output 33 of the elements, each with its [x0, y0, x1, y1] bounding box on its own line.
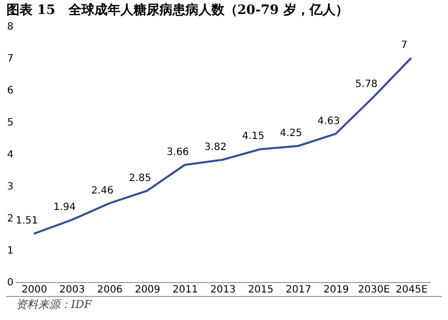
y-tick-label: 8 [7, 22, 14, 32]
x-tick-label: 2000 [22, 284, 48, 296]
y-tick-label: 3 [7, 182, 14, 192]
data-label: 4.63 [318, 116, 340, 127]
data-label: 1.51 [16, 216, 38, 227]
data-label: 5.78 [355, 79, 378, 90]
y-tick-label: 6 [7, 86, 14, 96]
data-label: 7 [400, 40, 408, 51]
y-tick-label: 4 [7, 150, 14, 160]
y-tick-label: 0 [7, 278, 14, 288]
data-label: 4.15 [242, 131, 264, 142]
data-label: 2.85 [128, 172, 152, 184]
x-tick-label: 2006 [97, 284, 123, 296]
text: 资料来源：IDF [6, 296, 442, 312]
x-tick-label: 2019 [323, 284, 349, 296]
x-tick-label: 2013 [210, 284, 236, 296]
data-label: 1.94 [53, 202, 76, 213]
y-tick-label: 7 [7, 54, 14, 64]
y-tick-label: 1 [7, 246, 14, 256]
x-tick-label: 2045E [396, 284, 428, 296]
x-tick-label: 2009 [134, 284, 160, 296]
y-tick-label: 5 [7, 118, 14, 128]
chart-title: 图表 15 全球成年人糖尿病患病人数（20-79 岁，亿人） [6, 2, 348, 18]
x-tick-label: 2011 [172, 284, 198, 296]
x-tick-label: 2017 [286, 284, 312, 296]
data-label: 2.46 [91, 185, 114, 196]
x-tick-label: 2015 [248, 284, 274, 296]
x-tick-label: 2003 [59, 284, 85, 296]
data-label: 3.82 [204, 142, 227, 153]
x-tick-label: 2030E [358, 284, 390, 296]
y-tick-label: 2 [7, 214, 14, 224]
data-label: 3.66 [166, 146, 189, 158]
data-label: 4.25 [280, 128, 302, 139]
